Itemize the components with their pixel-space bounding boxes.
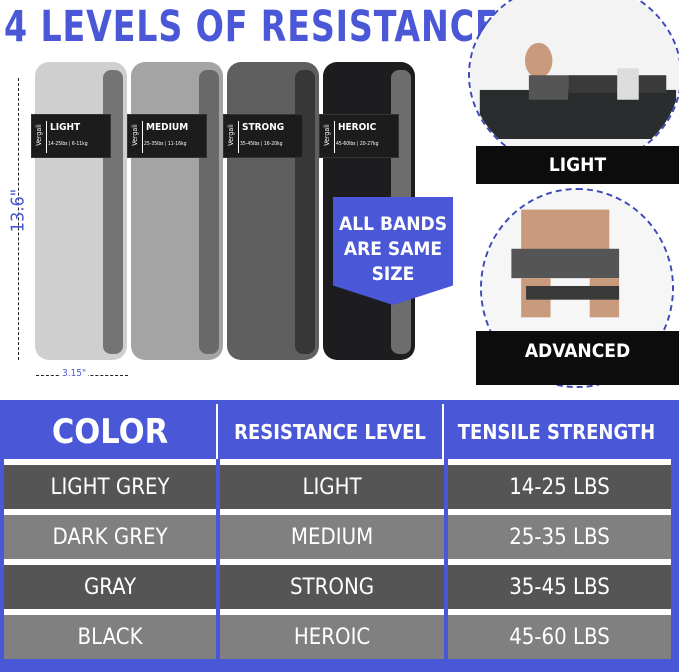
table-cell: STRONG (220, 559, 445, 609)
height-dimension-label: 13.6" (7, 188, 29, 233)
brand-logo: Vergali (323, 124, 331, 146)
table-row: GRAY STRONG 35-45 LBS (4, 559, 675, 609)
band-tag: Vergali MEDIUM 25-35lbs | 11-16kg (127, 114, 207, 158)
header-resistance-level: RESISTANCE LEVEL (218, 404, 444, 459)
width-dimension-label: 3.15" (60, 368, 89, 379)
band-tag: Vergali LIGHT 14-25lbs | 6-11kg (31, 114, 111, 158)
brand-logo: Vergali (131, 124, 139, 146)
band-medium: Vergali MEDIUM 25-35lbs | 11-16kg (127, 62, 223, 360)
band-tag: Vergali STRONG 35-45lbs | 16-20kg (223, 114, 303, 158)
photo-label-advanced: ADVANCED (476, 331, 679, 385)
header-tensile-strength: TENSILE STRENGTH (457, 419, 656, 444)
table-cell: GRAY (4, 559, 217, 609)
band-spec: 45-60lbs | 20-27kg (336, 141, 379, 147)
table-row: BLACK HEROIC 45-60 LBS (4, 609, 675, 659)
divider (238, 121, 239, 153)
table-cell: 35-45 LBS (448, 559, 671, 609)
header-color: COLOR (4, 404, 218, 459)
band-strong: Vergali STRONG 35-45lbs | 16-20kg (223, 62, 319, 360)
band-tag: Vergali HEROIC 45-60lbs | 20-27kg (319, 114, 399, 158)
page-title: 4 LEVELS OF RESISTANCE (4, 2, 499, 52)
resistance-table: COLOR RESISTANCE LEVEL TENSILE STRENGTH … (0, 400, 679, 672)
table-header: COLOR RESISTANCE LEVEL TENSILE STRENGTH (4, 404, 675, 459)
band-edge (103, 70, 123, 354)
band-level: HEROIC (338, 122, 377, 133)
band-level: MEDIUM (146, 122, 189, 133)
height-dimension-line (18, 78, 19, 360)
band-spec: 35-45lbs | 16-20kg (240, 141, 283, 147)
band-edge (295, 70, 315, 354)
divider (46, 121, 47, 153)
band-light: Vergali LIGHT 14-25lbs | 6-11kg (31, 62, 127, 360)
table-row: DARK GREY MEDIUM 25-35 LBS (4, 509, 675, 559)
light-workout-photo (468, 0, 679, 170)
table-cell: 25-35 LBS (448, 509, 671, 559)
table-cell: 45-60 LBS (448, 609, 671, 659)
table-cell: MEDIUM (220, 509, 445, 559)
brand-logo: Vergali (227, 124, 235, 146)
brand-logo: Vergali (35, 124, 43, 146)
table-cell: HEROIC (220, 609, 445, 659)
divider (334, 121, 335, 153)
band-edge (199, 70, 219, 354)
table-cell: DARK GREY (4, 509, 217, 559)
table-cell: LIGHT (220, 459, 445, 509)
table-cell: 14-25 LBS (448, 459, 671, 509)
band-spec: 14-25lbs | 6-11kg (48, 141, 88, 147)
photo-label-light: LIGHT (476, 146, 679, 184)
table-row: LIGHT GREY LIGHT 14-25 LBS (4, 459, 675, 509)
table-cell: BLACK (4, 609, 217, 659)
band-spec: 25-35lbs | 11-16kg (144, 141, 187, 147)
band-level: LIGHT (50, 122, 81, 133)
band-level: STRONG (242, 122, 285, 133)
divider (142, 121, 143, 153)
same-size-badge: ALL BANDS ARE SAME SIZE (333, 197, 453, 305)
table-cell: LIGHT GREY (4, 459, 217, 509)
